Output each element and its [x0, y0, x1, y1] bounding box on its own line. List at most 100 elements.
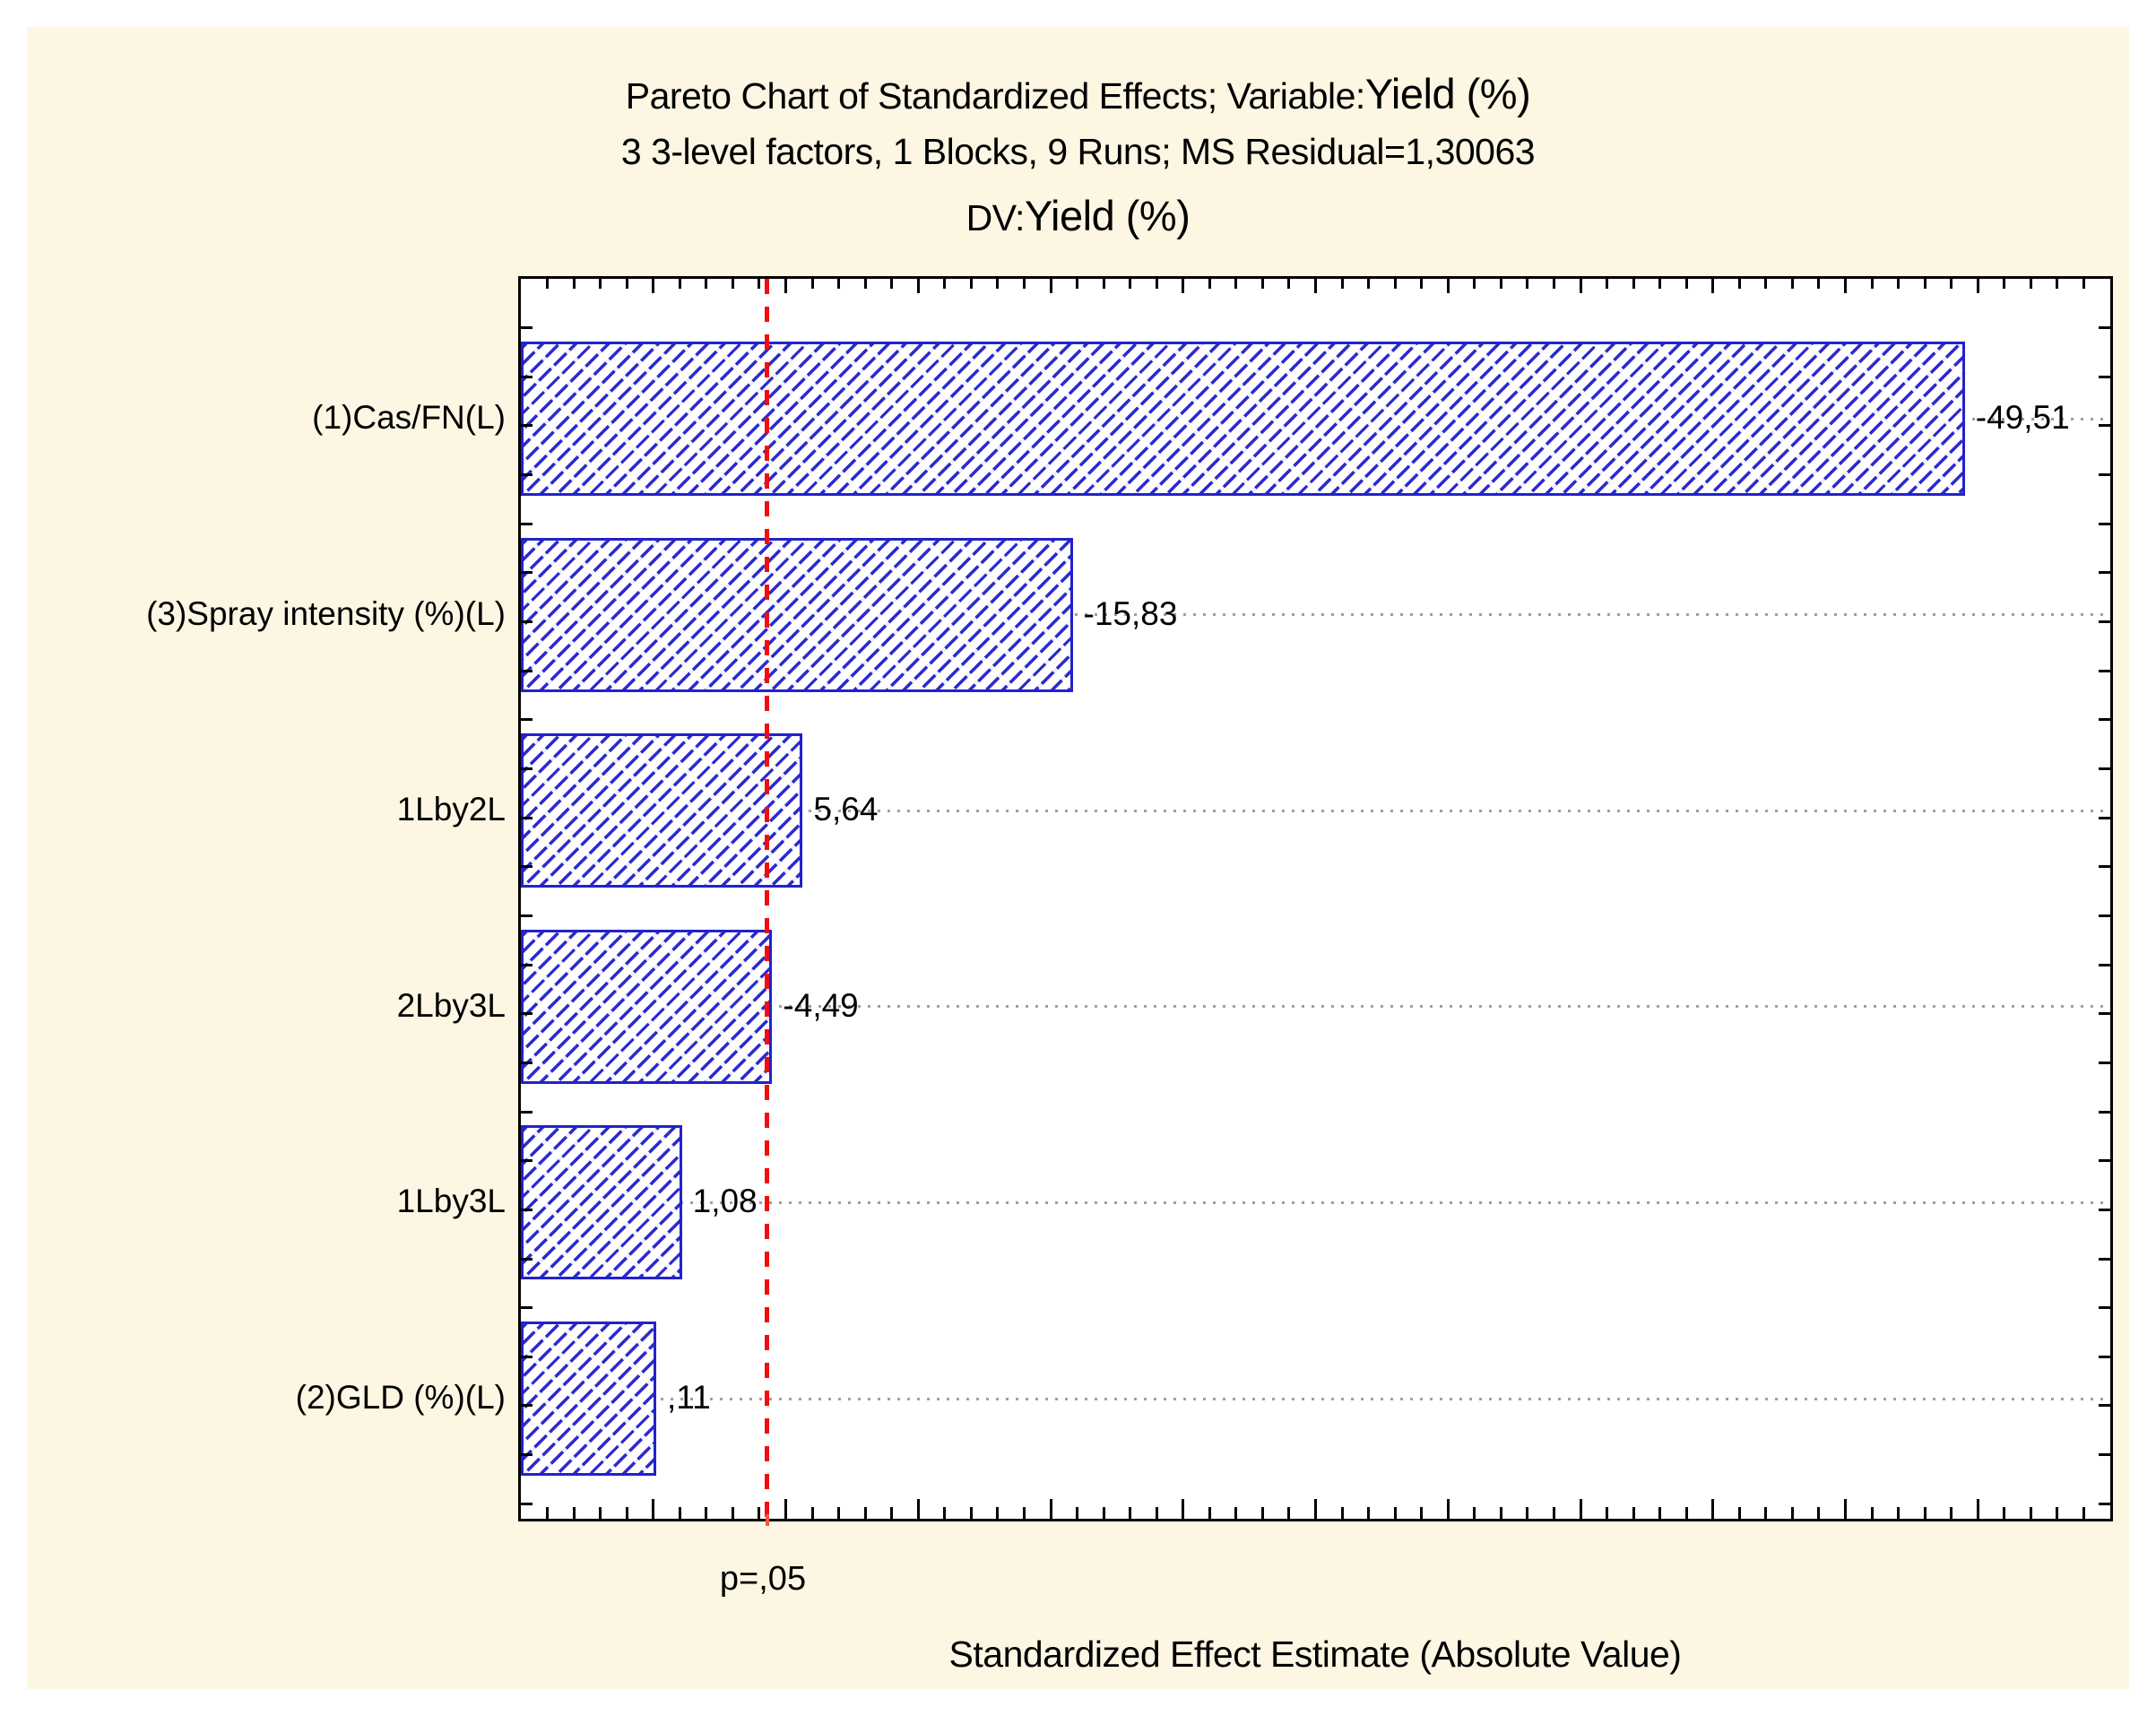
- x-axis-minor-tick-top: [837, 279, 841, 289]
- y-axis-tick-right: [2099, 963, 2110, 966]
- y-axis-tick-right: [2099, 767, 2110, 770]
- y-axis-tick-right: [2099, 424, 2110, 428]
- x-axis-major-tick-top: [1049, 279, 1052, 293]
- category-label: 1Lby2L: [396, 791, 506, 828]
- y-axis-tick-left: [521, 718, 533, 722]
- x-axis-major-tick-top: [1314, 279, 1317, 293]
- x-axis-minor-tick-top: [1129, 279, 1132, 289]
- x-axis-minor-tick: [678, 1507, 681, 1519]
- y-axis-tick-right: [2099, 1306, 2110, 1310]
- x-axis-minor-tick: [943, 1507, 947, 1519]
- y-axis-tick-right: [2099, 1012, 2110, 1016]
- y-axis-tick-left: [521, 1306, 533, 1310]
- grid-line: [523, 613, 2107, 617]
- y-axis-tick-left: [521, 865, 533, 869]
- chart-title-line3: DV:Yield (%): [0, 188, 2156, 246]
- x-axis-minor-tick: [1790, 1507, 1794, 1519]
- x-axis-minor-tick: [2029, 1507, 2032, 1519]
- x-axis-major-tick-top: [1711, 279, 1715, 293]
- x-axis-major-tick-top: [1182, 279, 1185, 293]
- y-axis-tick-right: [2099, 1355, 2110, 1358]
- category-label: (3)Spray intensity (%)(L): [146, 594, 506, 632]
- y-axis-tick-right: [2099, 669, 2110, 672]
- y-axis-tick-right: [2099, 1061, 2110, 1064]
- x-axis-minor-tick: [1022, 1507, 1026, 1519]
- x-axis-title: Standardized Effect Estimate (Absolute V…: [948, 1634, 1682, 1675]
- x-axis-major-tick: [1446, 1499, 1450, 1519]
- bar-value-label: -15,83: [1083, 594, 1178, 632]
- x-axis-minor-tick-top: [1260, 279, 1264, 289]
- y-axis-tick-left: [521, 375, 533, 378]
- y-axis-tick-left: [521, 1208, 533, 1211]
- x-axis-major-tick: [1844, 1499, 1847, 1519]
- y-axis-tick-right: [2099, 326, 2110, 330]
- x-axis-major-tick-top: [916, 279, 920, 293]
- y-axis-tick-left: [521, 669, 533, 672]
- chart-title-line3-prefix: DV:: [965, 197, 1026, 238]
- grid-line: [523, 1397, 2107, 1400]
- x-axis-major-tick: [1579, 1499, 1582, 1519]
- bar-value-label: -49,51: [1975, 399, 2070, 437]
- significance-p-label: p=,05: [719, 1560, 807, 1598]
- x-axis-major-tick-top: [1844, 279, 1847, 293]
- x-axis-minor-tick: [1817, 1507, 1821, 1519]
- x-axis-minor-tick: [2082, 1507, 2085, 1519]
- x-axis-minor-tick: [1076, 1507, 1079, 1519]
- y-axis-tick-right: [2099, 522, 2110, 525]
- x-axis-major-tick: [1314, 1499, 1317, 1519]
- y-axis-tick-left: [521, 816, 533, 819]
- x-axis-minor-tick-top: [1870, 279, 1874, 289]
- chart-title-line3-variable: Yield (%): [1024, 192, 1191, 239]
- x-axis-minor-tick-top: [1499, 279, 1502, 289]
- x-axis-minor-tick: [546, 1507, 550, 1519]
- x-axis-minor-tick-top: [705, 279, 708, 289]
- plot-area: -49,51 -15,83 5,64 -4,49 1,08 ,11: [518, 276, 2113, 1521]
- x-axis-minor-tick: [969, 1507, 973, 1519]
- grid-line: [523, 1200, 2107, 1204]
- x-axis-minor-tick-top: [863, 279, 867, 289]
- x-axis-minor-tick-top: [1022, 279, 1026, 289]
- grid-line: [523, 809, 2107, 812]
- x-axis-major-tick-top: [652, 279, 655, 293]
- x-axis-minor-tick-top: [1552, 279, 1555, 289]
- x-axis-minor-tick-top: [1420, 279, 1424, 289]
- significance-line: [765, 279, 770, 1519]
- x-axis-minor-tick: [705, 1507, 708, 1519]
- pareto-bar: [521, 342, 1965, 496]
- x-axis-minor-tick: [1737, 1507, 1741, 1519]
- x-axis-minor-tick: [1287, 1507, 1291, 1519]
- y-axis-tick-right: [2099, 1453, 2110, 1457]
- x-axis-minor-tick: [1526, 1507, 1529, 1519]
- x-axis-minor-tick-top: [1817, 279, 1821, 289]
- x-axis-minor-tick: [1208, 1507, 1211, 1519]
- category-label: 1Lby3L: [396, 1183, 506, 1220]
- bar-value-label: 5,64: [813, 791, 879, 828]
- x-axis-minor-tick-top: [625, 279, 628, 289]
- x-axis-minor-tick-top: [1102, 279, 1105, 289]
- x-axis-minor-tick-top: [546, 279, 550, 289]
- x-axis-minor-tick: [1950, 1507, 1953, 1519]
- x-axis-minor-tick-top: [1287, 279, 1291, 289]
- x-axis-minor-tick-top: [1208, 279, 1211, 289]
- x-axis-minor-tick: [1923, 1507, 1927, 1519]
- x-axis-minor-tick-top: [1897, 279, 1901, 289]
- x-axis-minor-tick: [1764, 1507, 1768, 1519]
- pareto-bar: [521, 1322, 656, 1476]
- x-axis-minor-tick-top: [810, 279, 814, 289]
- x-axis-minor-tick-top: [1155, 279, 1158, 289]
- x-axis-minor-tick-top: [890, 279, 894, 289]
- x-axis-minor-tick: [1260, 1507, 1264, 1519]
- x-axis-minor-tick-top: [2056, 279, 2059, 289]
- x-axis-minor-tick: [1234, 1507, 1238, 1519]
- pareto-bar: [521, 1125, 682, 1280]
- y-axis-tick-right: [2099, 375, 2110, 378]
- x-axis-minor-tick: [1499, 1507, 1502, 1519]
- y-axis-tick-left: [521, 1110, 533, 1114]
- category-label: (2)GLD (%)(L): [295, 1379, 506, 1417]
- y-axis-tick-right: [2099, 914, 2110, 917]
- x-axis-minor-tick-top: [1076, 279, 1079, 289]
- y-axis-tick-right: [2099, 718, 2110, 722]
- x-axis-major-tick: [1976, 1499, 1979, 1519]
- x-axis-major-tick: [1711, 1499, 1715, 1519]
- x-axis-minor-tick: [758, 1507, 761, 1519]
